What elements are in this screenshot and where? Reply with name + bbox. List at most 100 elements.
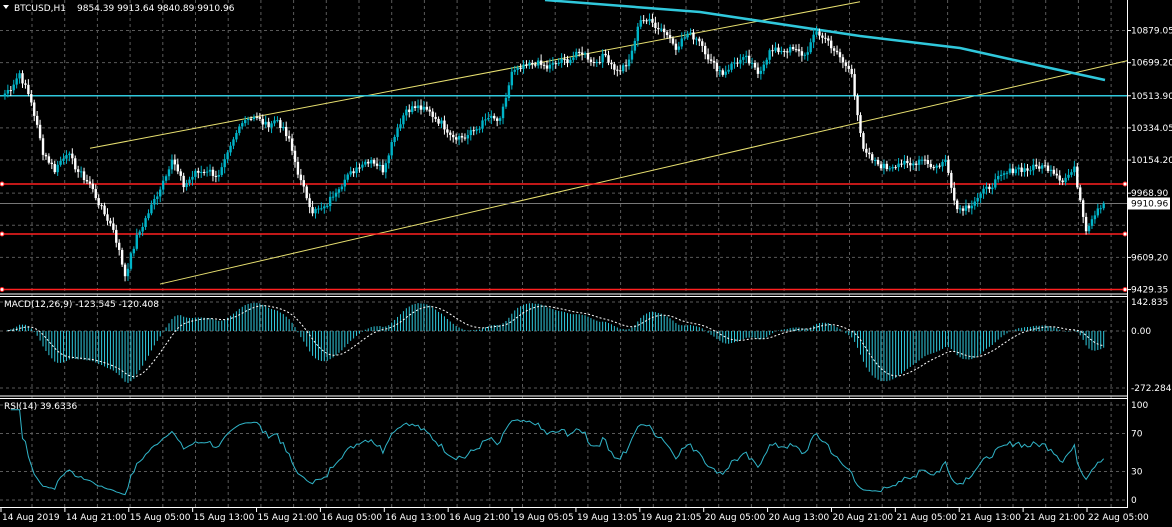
candle [920, 156, 924, 165]
candle [815, 26, 818, 38]
level-anchor-left [0, 181, 5, 187]
candle [791, 44, 795, 51]
candle [1058, 170, 1061, 185]
candle [164, 174, 168, 184]
candle [583, 51, 587, 58]
candle [985, 182, 988, 195]
candle [317, 205, 320, 214]
price-panel[interactable] [0, 0, 1128, 293]
current-price-value: 9910.96 [1131, 199, 1168, 209]
chart-overlays [0, 0, 1128, 293]
candle [1064, 173, 1067, 186]
candle [806, 46, 809, 61]
candle [912, 160, 915, 171]
candle [657, 22, 660, 35]
macd-panel[interactable] [7, 302, 1105, 383]
candle [624, 59, 628, 72]
candle [454, 133, 458, 144]
candle [677, 41, 681, 53]
candle [123, 262, 127, 282]
candle [1079, 184, 1082, 203]
candle [818, 28, 821, 40]
panel-borders [0, 0, 1128, 508]
candle [1084, 212, 1088, 235]
candle [929, 159, 933, 170]
candle [955, 198, 959, 214]
candle [698, 36, 701, 47]
macd-tick-label: -272.284 [1131, 384, 1172, 394]
time-axis[interactable]: 14 Aug 2019 14 Aug 21:00 15 Aug 05:00 15 Au… [0, 508, 1149, 523]
candle [478, 126, 481, 134]
chart-header: BTCUSD,H1 9854.39 9913.64 9840.89 9910.9… [3, 4, 235, 14]
candle [197, 167, 200, 179]
candle [115, 224, 118, 248]
time-tick-label: 16 Aug 21:00 [449, 513, 510, 523]
candle [144, 215, 147, 230]
candle [613, 61, 616, 75]
candle [475, 126, 478, 135]
time-tick-label: 16 Aug 13:00 [385, 513, 446, 523]
candle [786, 48, 789, 59]
candle [243, 116, 247, 127]
candle [715, 59, 719, 78]
candle [999, 170, 1003, 182]
candle [138, 229, 141, 238]
candle [156, 191, 159, 206]
candle [560, 53, 563, 68]
candle [44, 152, 48, 160]
rsi-tick-label: 70 [1131, 430, 1143, 440]
candle [328, 191, 332, 212]
candle [539, 54, 543, 69]
rsi-tick-label: 100 [1131, 401, 1148, 411]
candle [287, 130, 291, 142]
candle [501, 103, 505, 125]
rsi-axis: 100 70 30 0 [1131, 401, 1148, 506]
candle [580, 46, 584, 61]
macd-signal-line [7, 305, 1104, 378]
candle [876, 156, 880, 167]
time-tick-label: 15 Aug 05:00 [130, 513, 191, 523]
candle [425, 101, 429, 112]
candle [443, 115, 446, 135]
candle [1096, 203, 1100, 218]
time-tick-label: 15 Aug 13:00 [194, 513, 255, 523]
candle [428, 106, 431, 116]
candle [844, 59, 848, 72]
candle [800, 46, 804, 62]
candle [964, 199, 968, 215]
candle [522, 60, 525, 74]
level-anchor-right [1122, 231, 1128, 237]
candle [264, 115, 267, 129]
candle [645, 18, 648, 25]
candle [1067, 168, 1070, 181]
candle [361, 161, 364, 171]
candle [35, 110, 39, 128]
candle [6, 84, 10, 98]
candle [229, 141, 232, 156]
chevron-down-icon[interactable] [3, 5, 9, 9]
candle [326, 203, 329, 209]
candle [671, 36, 675, 46]
candle [730, 61, 733, 73]
rsi-panel[interactable] [10, 409, 1105, 496]
candle [832, 45, 836, 57]
price-axis[interactable]: 10879.05 10699.20 10513.90 10334.05 10154.20… [1127, 27, 1172, 296]
candle [762, 60, 765, 75]
candle [246, 116, 250, 125]
time-tick-label: 21 Aug 13:00 [960, 513, 1021, 523]
candle [185, 179, 188, 191]
candle [944, 154, 947, 166]
candle [756, 63, 760, 79]
candle [536, 57, 540, 69]
candle [592, 57, 596, 67]
candle [147, 209, 150, 221]
candle [847, 60, 850, 73]
candle [179, 168, 182, 181]
candle [976, 192, 979, 207]
candle [636, 22, 640, 47]
candle [188, 176, 191, 187]
candle [267, 117, 270, 132]
candle [885, 160, 889, 172]
candle [355, 161, 358, 178]
